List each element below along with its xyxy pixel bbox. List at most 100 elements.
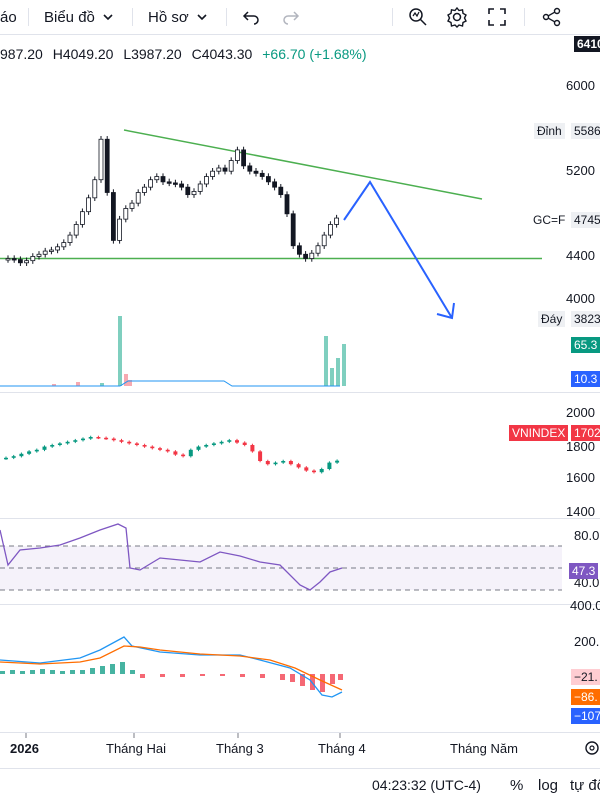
toolbar-divider	[524, 8, 525, 26]
vnindex-candle	[281, 461, 286, 463]
gold-candle	[104, 138, 110, 193]
rsi-line	[0, 523, 343, 591]
profile-label: Hồ sơ	[148, 8, 189, 26]
macd-histogram-bar	[290, 674, 295, 682]
auto-toggle[interactable]: tự độ	[570, 777, 600, 794]
macd-histogram-bar	[20, 671, 25, 674]
vnindex-candle	[181, 454, 186, 457]
toolbar-divider	[132, 8, 133, 26]
gold-candle	[197, 183, 203, 192]
toolbar-cut-label[interactable]: áo	[0, 8, 17, 26]
macd-histogram-bar	[50, 670, 55, 674]
top-toolbar: áo Biểu đồ Hồ sơ	[0, 0, 600, 35]
vnindex-value-tag: 1702	[571, 425, 600, 441]
vnindex-candle	[258, 451, 263, 461]
gold-candle	[160, 176, 166, 183]
time-axis-label: 2026	[10, 741, 39, 756]
macd-histogram-bar	[300, 674, 305, 686]
vnindex-candle	[204, 445, 209, 447]
index-tick: 2000	[566, 405, 595, 420]
ohlc-close: C4043.30	[191, 46, 253, 62]
clock-display[interactable]: 04:23:32 (UTC-4)	[372, 777, 481, 793]
vnindex-candle	[219, 441, 224, 444]
volume-low-tag: 10.3	[571, 371, 600, 387]
vnindex-candle	[96, 437, 101, 439]
macd-histogram-bar	[200, 674, 205, 676]
profile-button[interactable]: Hồ sơ	[148, 0, 207, 34]
share-icon[interactable]	[542, 0, 562, 34]
vnindex-candle	[4, 457, 8, 460]
price-tick: 6000	[566, 78, 595, 93]
macd-line	[0, 636, 343, 698]
gear-icon[interactable]	[446, 0, 468, 34]
gold-candle	[303, 253, 309, 259]
volume-bar	[342, 344, 346, 386]
gold-candle	[111, 192, 116, 241]
projection-arrowhead	[436, 302, 455, 320]
toolbar-divider	[226, 8, 227, 26]
vnindex-candle	[304, 467, 309, 471]
vnindex-candle	[327, 462, 332, 469]
gold-candle	[309, 252, 315, 259]
price-tick: 4000	[566, 291, 595, 306]
vnindex-candle	[319, 469, 324, 473]
vnindex-candle	[242, 442, 247, 445]
gold-candle	[86, 197, 91, 213]
gold-candle	[272, 181, 278, 188]
price-top-tag: 6410	[574, 36, 600, 52]
vnindex-candle	[150, 446, 155, 449]
macd-histogram-bar	[310, 674, 315, 690]
macd-histogram-bar	[70, 670, 75, 674]
macd-histogram-bar	[110, 664, 115, 674]
chart-type-button[interactable]: Biểu đồ	[44, 0, 113, 34]
fullscreen-icon[interactable]	[487, 0, 507, 34]
gold-candle	[5, 258, 11, 261]
gold-candle	[234, 149, 240, 161]
vnindex-candle	[19, 453, 24, 457]
gold-candle	[203, 176, 209, 185]
gold-candle	[290, 213, 296, 247]
gold-candle	[135, 192, 141, 204]
macd-histogram-bar	[320, 674, 325, 692]
pane-divider	[0, 604, 600, 605]
toolbar-divider	[28, 8, 29, 26]
percent-toggle[interactable]: %	[510, 777, 524, 794]
macd-histogram-bar	[338, 674, 343, 680]
vnindex-candle	[312, 470, 316, 473]
vnindex-candle	[296, 464, 301, 468]
chevron-down-icon	[197, 13, 207, 21]
volume-ma-line	[0, 380, 340, 387]
vnindex-candle	[81, 438, 85, 441]
ohlc-low: L3987.20	[123, 46, 182, 62]
gold-candle	[92, 179, 98, 199]
gold-candle	[17, 259, 23, 264]
macd-histogram-bar	[330, 674, 335, 684]
gold-candle	[216, 167, 222, 172]
volume-bar	[336, 358, 340, 386]
gold-candle	[67, 234, 73, 243]
pane-divider	[0, 518, 600, 519]
vnindex-candle	[265, 461, 270, 465]
pane-divider	[0, 392, 600, 393]
gold-candle	[148, 179, 154, 188]
gold-candle	[179, 183, 185, 188]
search-zoom-icon[interactable]	[408, 0, 428, 34]
time-axis-settings-icon[interactable]	[584, 740, 600, 761]
vnindex-candle	[127, 441, 132, 444]
time-axis-label: Tháng 4	[318, 741, 366, 756]
gold-candle	[98, 138, 104, 181]
time-axis-label: Tháng Hai	[106, 741, 166, 756]
dinh-label: Đỉnh	[534, 123, 565, 139]
redo-icon[interactable]	[282, 0, 300, 34]
vnindex-candle	[211, 443, 216, 445]
macd-histogram-bar	[80, 670, 85, 674]
gold-candle	[185, 186, 191, 196]
rsi-bottom-tick: 400.0	[570, 598, 600, 613]
signal-line	[0, 645, 343, 691]
macd-tick: 200.	[574, 634, 600, 649]
log-toggle[interactable]: log	[538, 777, 559, 794]
ohlc-high: H4049.20	[52, 46, 114, 62]
chevron-down-icon	[103, 13, 113, 21]
undo-icon[interactable]	[242, 0, 260, 34]
